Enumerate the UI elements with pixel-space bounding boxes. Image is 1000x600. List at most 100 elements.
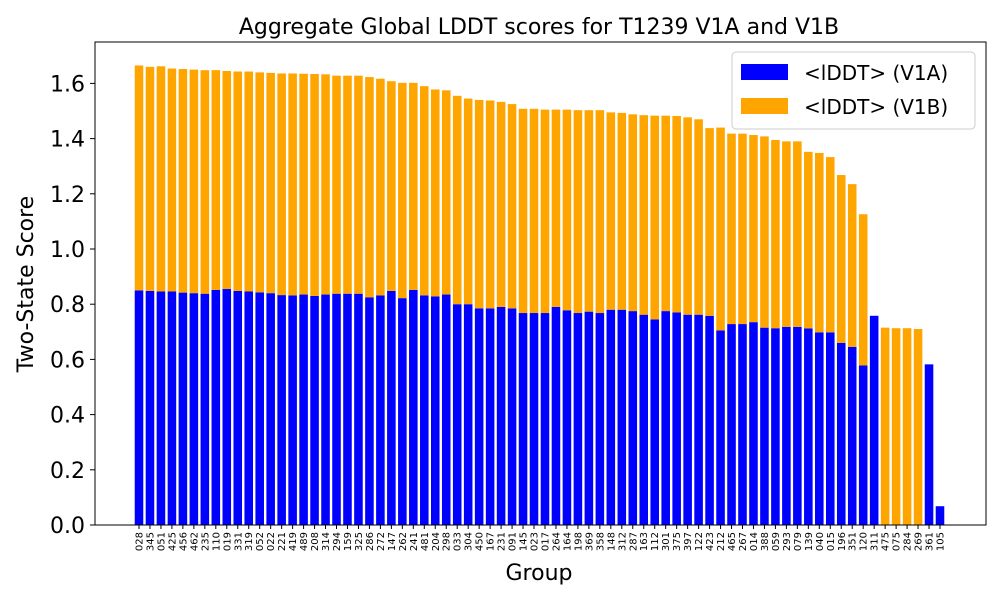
bar-v1b-456 <box>178 69 188 293</box>
bar-v1b-375 <box>672 115 681 313</box>
bar-v1b-319 <box>244 71 254 292</box>
bar-v1a-423 <box>705 315 714 525</box>
bar-v1b-023 <box>529 108 539 314</box>
x-tick-label: 145 <box>519 532 530 551</box>
x-tick-label: 241 <box>409 532 420 551</box>
bar-v1b-312 <box>617 112 627 310</box>
bar-v1b-022 <box>266 72 275 294</box>
x-tick-label: 264 <box>551 532 562 551</box>
x-tick-label: 091 <box>508 532 519 551</box>
bar-v1b-019 <box>222 70 232 290</box>
x-tick-label: 167 <box>486 532 497 551</box>
bar-v1b-139 <box>804 151 813 329</box>
x-tick-label: 397 <box>683 532 694 551</box>
bar-v1a-375 <box>672 312 681 525</box>
bar-v1b-164 <box>562 109 572 311</box>
bar-v1a-052 <box>255 292 264 525</box>
bar-v1b-033 <box>452 95 462 305</box>
bar-v1a-312 <box>617 309 627 525</box>
x-tick-label: 040 <box>815 532 826 551</box>
bar-v1a-208 <box>310 295 319 525</box>
bar-v1b-425 <box>167 68 177 292</box>
x-tick-label: 450 <box>475 532 486 551</box>
bar-v1b-314 <box>321 74 330 295</box>
bar-v1a-314 <box>321 294 330 525</box>
x-tick-label: 284 <box>903 532 914 551</box>
x-tick-label: 304 <box>464 532 475 551</box>
bar-v1a-033 <box>452 304 462 525</box>
legend-swatch-v1b <box>741 98 788 114</box>
x-tick-label: 462 <box>189 532 200 551</box>
x-tick-label: 139 <box>804 532 815 551</box>
x-tick-label: 481 <box>420 532 431 551</box>
bar-v1b-075 <box>891 328 901 525</box>
plot-area <box>134 65 945 525</box>
x-tick-label: 208 <box>310 532 321 551</box>
x-tick-label: 423 <box>705 532 716 551</box>
bar-v1a-358 <box>595 313 605 525</box>
x-tick-label: 272 <box>376 532 387 551</box>
bar-v1b-051 <box>156 66 166 292</box>
bar-v1a-272 <box>376 295 385 525</box>
bar-v1b-059 <box>771 139 780 329</box>
bar-v1b-112 <box>650 115 659 320</box>
legend-swatch-v1a <box>741 64 788 80</box>
x-tick-label: 148 <box>606 532 617 551</box>
x-tick-label: 235 <box>200 532 211 551</box>
bar-v1a-301 <box>661 311 670 525</box>
bar-v1a-167 <box>485 308 495 525</box>
bar-v1b-204 <box>430 89 440 297</box>
bar-v1a-120 <box>858 365 868 525</box>
bar-v1a-425 <box>167 291 177 525</box>
legend-label-v1a: <lDDT> (V1A) <box>804 61 948 85</box>
legend-box <box>731 51 976 130</box>
x-tick-label: 075 <box>892 532 903 551</box>
x-tick-label: 231 <box>497 532 508 551</box>
bar-v1a-163 <box>639 314 649 525</box>
bar-v1b-110 <box>211 70 221 290</box>
bar-v1a-022 <box>266 293 275 525</box>
x-tick-label: 204 <box>431 532 442 551</box>
x-tick-label: 375 <box>672 532 683 551</box>
bar-v1b-145 <box>518 108 528 314</box>
bar-v1b-489 <box>299 73 308 295</box>
bar-v1b-325 <box>354 75 363 294</box>
x-tick-label: 325 <box>354 532 365 551</box>
bar-v1a-331 <box>233 290 243 525</box>
x-tick-label: 196 <box>837 532 848 551</box>
x-tick-label: 221 <box>277 532 288 551</box>
x-tick-label: 105 <box>936 532 947 551</box>
bar-v1a-164 <box>562 310 572 525</box>
x-tick-label: 028 <box>135 532 146 551</box>
x-tick-label: 122 <box>694 532 705 551</box>
bar-v1b-120 <box>858 214 868 366</box>
bar-v1a-014 <box>749 322 758 525</box>
x-tick-label: 033 <box>453 532 464 551</box>
bar-v1a-147 <box>387 290 396 525</box>
bar-v1a-019 <box>222 289 232 525</box>
x-tick-label: 147 <box>387 532 398 551</box>
bar-v1a-139 <box>804 328 813 525</box>
x-tick-label: 198 <box>573 532 584 551</box>
bar-v1b-419 <box>288 73 297 296</box>
bar-v1a-051 <box>156 291 166 525</box>
bar-v1b-163 <box>639 115 649 315</box>
bar-v1a-267 <box>738 324 747 525</box>
x-tick-label: 456 <box>178 532 189 551</box>
bar-v1b-465 <box>727 133 736 325</box>
bar-v1a-110 <box>211 289 221 525</box>
bar-v1b-304 <box>463 98 473 305</box>
x-tick-label: 388 <box>760 532 771 551</box>
bar-v1a-351 <box>847 346 857 525</box>
x-tick-label: 425 <box>167 532 178 551</box>
x-tick-label: 051 <box>156 532 167 551</box>
bar-v1a-122 <box>694 314 703 525</box>
x-tick-label: 014 <box>749 532 760 551</box>
bar-v1b-269 <box>913 329 923 525</box>
y-tick-label: 1.6 <box>50 72 85 97</box>
bar-v1b-052 <box>255 72 264 293</box>
bar-v1a-221 <box>277 295 286 525</box>
bar-v1a-059 <box>771 328 780 525</box>
bar-v1a-112 <box>650 319 659 525</box>
bar-v1b-221 <box>277 73 286 296</box>
